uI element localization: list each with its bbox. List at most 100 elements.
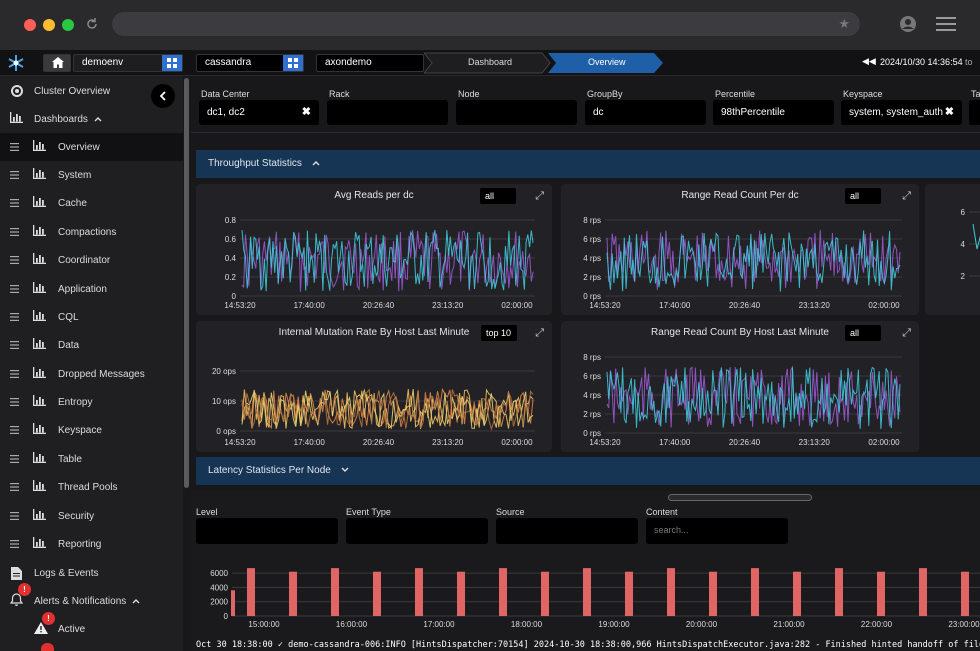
drag-handle-icon[interactable] [10, 398, 19, 406]
chart-series-selector[interactable]: top 10 [481, 325, 517, 341]
app-logo-icon[interactable] [7, 54, 25, 72]
event-bar[interactable] [499, 568, 507, 616]
menu-icon[interactable] [936, 16, 956, 32]
event-bar[interactable] [583, 568, 591, 616]
event-bar[interactable] [793, 571, 801, 616]
filter-input-node[interactable] [456, 100, 577, 125]
breadcrumb-cluster[interactable]: axondemo [316, 54, 424, 72]
sidebar-item-overview[interactable]: Overview [0, 133, 183, 161]
drag-handle-icon[interactable] [10, 370, 19, 378]
event-bar[interactable] [331, 568, 339, 616]
event-bar[interactable] [751, 568, 759, 616]
filter-input-rack[interactable] [327, 100, 448, 125]
log-line[interactable]: Oct 30 18:38:00 ✓ demo-cassandra-006:INF… [196, 640, 980, 650]
time-rewind-icon[interactable]: ◀◀ [862, 56, 876, 66]
event-filter-source[interactable] [496, 518, 638, 544]
breadcrumb-environment[interactable]: demoenv [73, 54, 183, 72]
filter-input-groupby[interactable]: dc [585, 100, 706, 125]
address-bar[interactable]: ★ [112, 12, 860, 36]
filter-input-keyspace[interactable]: system, system_auth ✖ [841, 100, 962, 125]
resize-handle[interactable] [668, 494, 812, 501]
sidebar-item-thread-pools[interactable]: Thread Pools [0, 473, 183, 501]
event-bar[interactable] [667, 568, 675, 616]
drag-handle-icon[interactable] [10, 171, 19, 179]
event-bar[interactable] [247, 568, 255, 616]
sidebar-item-reporting[interactable]: Reporting [0, 530, 183, 558]
drag-handle-icon[interactable] [10, 426, 19, 434]
sidebar-item-logs-events[interactable]: Logs & Events [0, 559, 183, 587]
sidebar-item-active[interactable]: ! Active [0, 611, 183, 643]
event-bar[interactable] [231, 590, 235, 616]
sidebar-item-cluster-overview[interactable]: Cluster Overview [0, 77, 183, 105]
drag-handle-icon[interactable] [10, 285, 19, 293]
maximize-window-button[interactable] [62, 19, 74, 31]
chevron-up-icon[interactable] [94, 116, 102, 122]
event-bar[interactable] [919, 568, 927, 616]
drag-handle-icon[interactable] [10, 512, 19, 520]
drag-handle-icon[interactable] [10, 483, 19, 491]
sidebar-scrollbar[interactable] [184, 78, 189, 488]
sidebar-item-alerts-notifications[interactable]: ! Alerts & Notifications [0, 583, 183, 615]
sidebar-item-compactions[interactable]: Compactions [0, 218, 183, 246]
sidebar-item-table[interactable]: Table [0, 445, 183, 473]
drag-handle-icon[interactable] [10, 455, 19, 463]
drag-handle-icon[interactable] [10, 313, 19, 321]
sidebar-item-dashboards[interactable]: Dashboards [0, 105, 183, 133]
event-filter-content[interactable]: search... [646, 518, 788, 544]
drag-handle-icon[interactable] [10, 341, 19, 349]
collapse-sidebar-button[interactable] [151, 84, 175, 108]
sidebar-item-security[interactable]: Security [0, 502, 183, 530]
account-icon[interactable] [900, 16, 916, 32]
sidebar-item-cql[interactable]: CQL [0, 303, 183, 331]
sidebar-item-dropped-messages[interactable]: Dropped Messages [0, 360, 183, 388]
event-bar[interactable] [709, 571, 717, 616]
expand-icon[interactable]: ⤢ [535, 190, 544, 202]
event-bar[interactable] [625, 571, 633, 616]
event-bar[interactable] [373, 571, 381, 616]
chevron-down-icon[interactable] [341, 467, 349, 473]
event-bar[interactable] [877, 571, 885, 616]
event-filter-level[interactable] [196, 518, 338, 544]
sidebar-item-data[interactable]: Data [0, 331, 183, 359]
drag-handle-icon[interactable] [10, 228, 19, 236]
drag-handle-icon[interactable] [10, 199, 19, 207]
filter-input-ta[interactable] [969, 100, 980, 125]
chart-series-selector[interactable]: all [480, 188, 516, 204]
event-bar[interactable] [541, 571, 549, 616]
reload-icon[interactable] [85, 17, 99, 31]
chart-series-selector[interactable]: all [845, 188, 881, 204]
event-bar[interactable] [457, 571, 465, 616]
sidebar-item-keyspace[interactable]: Keyspace [0, 416, 183, 444]
expand-icon[interactable]: ⤢ [902, 190, 911, 202]
event-filter-event-type[interactable] [346, 518, 488, 544]
cluster-grid-button[interactable] [283, 55, 303, 71]
clear-filter-icon[interactable]: ✖ [301, 106, 311, 118]
expand-icon[interactable]: ⤢ [902, 327, 911, 339]
sidebar-item-system[interactable]: System [0, 161, 183, 189]
sidebar-item-cache[interactable]: Cache [0, 189, 183, 217]
event-bar[interactable] [289, 571, 297, 616]
section-throughput-statistics[interactable]: Throughput Statistics [196, 150, 980, 178]
drag-handle-icon[interactable] [10, 256, 19, 264]
sidebar-item-coordinator[interactable]: Coordinator [0, 246, 183, 274]
event-bar[interactable] [835, 568, 843, 616]
breadcrumb-overview[interactable]: Overview [588, 57, 626, 67]
breadcrumb-dashboard[interactable]: Dashboard [468, 57, 513, 67]
drag-handle-icon[interactable] [10, 143, 19, 151]
home-button[interactable] [43, 54, 71, 72]
chart-series-selector[interactable]: all [845, 325, 881, 341]
close-window-button[interactable] [24, 19, 36, 31]
chevron-up-icon[interactable] [312, 160, 320, 166]
filter-input-data-center[interactable]: dc1, dc2 ✖ [199, 100, 319, 125]
sidebar-item-application[interactable]: Application [0, 275, 183, 303]
expand-icon[interactable]: ⤢ [535, 327, 544, 339]
environment-grid-button[interactable] [162, 55, 182, 71]
section-latency-statistics[interactable]: Latency Statistics Per Node [196, 457, 980, 485]
clear-filter-icon[interactable]: ✖ [944, 106, 954, 118]
breadcrumb-cluster-type[interactable]: cassandra [196, 54, 304, 72]
sidebar-item-entropy[interactable]: Entropy [0, 388, 183, 416]
drag-handle-icon[interactable] [10, 540, 19, 548]
filter-input-percentile[interactable]: 98thPercentile [713, 100, 834, 125]
bookmark-star-icon[interactable]: ★ [838, 16, 850, 31]
chevron-up-icon[interactable] [132, 598, 140, 604]
